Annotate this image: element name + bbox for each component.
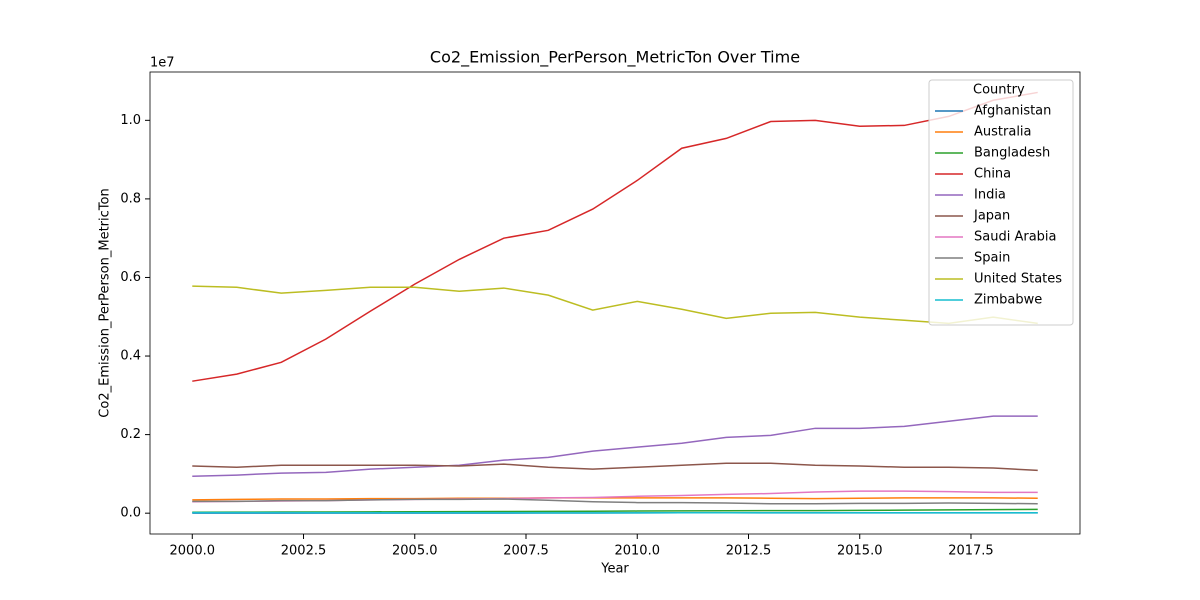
legend-label: India: [974, 188, 1006, 203]
legend-title: Country: [973, 83, 1025, 98]
x-tick-label: 2005.0: [392, 544, 438, 559]
series-line: [192, 462, 1038, 472]
y-tick-label: 0.8: [120, 191, 141, 206]
x-tick-label: 2000.0: [170, 544, 216, 559]
legend-label: Bangladesh: [974, 146, 1050, 161]
series-line: [192, 498, 1038, 505]
legend-label: Afghanistan: [974, 104, 1051, 119]
legend-label: China: [974, 167, 1011, 182]
x-tick-label: 2012.5: [726, 544, 772, 559]
y-tick-label: 0.2: [120, 427, 141, 442]
legend-label: Australia: [974, 125, 1032, 140]
x-tick-label: 2017.5: [948, 544, 994, 559]
legend-label: Japan: [973, 209, 1010, 224]
y-tick-label: 0.6: [120, 270, 141, 285]
x-tick-label: 2015.0: [837, 544, 883, 559]
x-tick-label: 2010.0: [614, 544, 660, 559]
series-line: [192, 285, 1038, 325]
legend-label: Saudi Arabia: [974, 230, 1057, 245]
y-tick-label: 0.4: [120, 349, 141, 364]
legend-label: Zimbabwe: [974, 293, 1042, 308]
y-tick-label: 0.0: [120, 506, 141, 521]
legend-label: Spain: [974, 251, 1010, 266]
series-line: [192, 91, 1038, 382]
series-line: [192, 497, 1038, 501]
x-tick-label: 2007.5: [503, 544, 549, 559]
chart-title: Co2_Emission_PerPerson_MetricTon Over Ti…: [430, 48, 800, 68]
legend-box: [928, 79, 1074, 326]
y-tick-label: 1.0: [120, 113, 141, 128]
y-axis-label: Co2_Emission_PerPerson_MetricTon: [98, 188, 113, 417]
series-line: [192, 508, 1038, 513]
axes-frame: [149, 71, 1081, 535]
x-tick-label: 2002.5: [281, 544, 327, 559]
series-line: [192, 415, 1038, 477]
y-offset-label: 1e7: [150, 56, 175, 71]
legend-label: United States: [974, 272, 1062, 287]
x-axis-label: Year: [600, 562, 629, 577]
